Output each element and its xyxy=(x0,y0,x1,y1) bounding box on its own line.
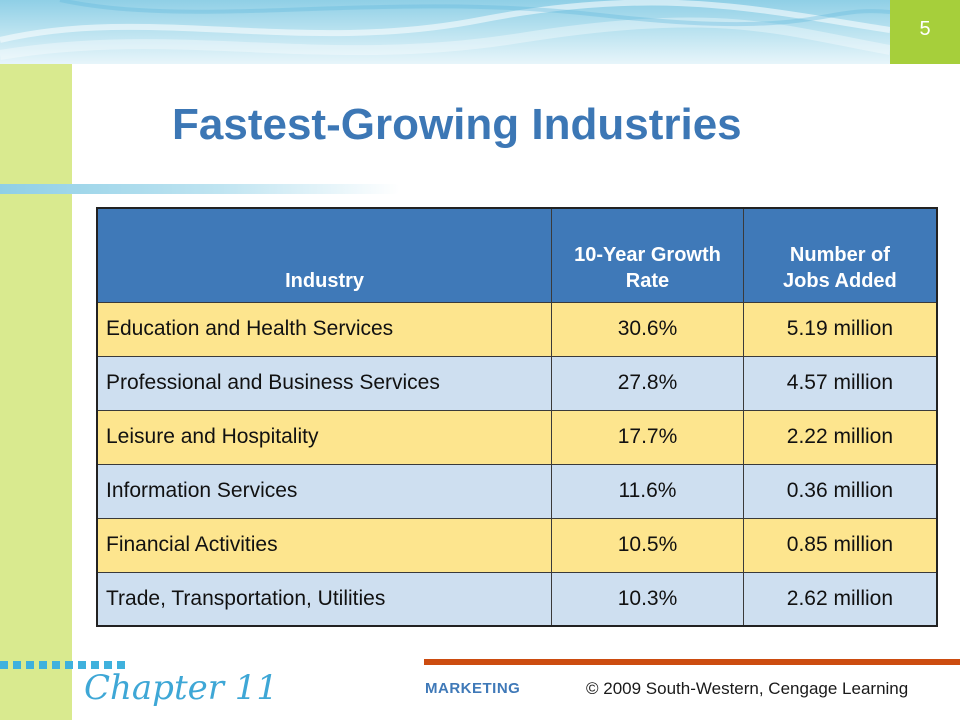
jobs-cell: 5.19 million xyxy=(742,301,938,357)
industries-table: Industry 10-Year Growth Rate Number of J… xyxy=(96,207,938,627)
growth-cell: 30.6% xyxy=(551,301,744,357)
jobs-cell: 0.85 million xyxy=(742,517,938,573)
left-accent-band xyxy=(0,0,72,720)
header-industry: Industry xyxy=(96,207,553,303)
table-row: Leisure and Hospitality 17.7% 2.22 milli… xyxy=(96,409,938,465)
growth-cell: 10.5% xyxy=(551,517,744,573)
slide-number: 5 xyxy=(919,18,931,40)
growth-cell: 27.8% xyxy=(551,355,744,411)
table-row: Professional and Business Services 27.8%… xyxy=(96,355,938,411)
industry-cell: Leisure and Hospitality xyxy=(96,409,553,465)
jobs-cell: 4.57 million xyxy=(742,355,938,411)
slide-number-box xyxy=(890,0,960,64)
copyright-text: © 2009 South-Western, Cengage Learning xyxy=(586,679,909,698)
table-row: Education and Health Services 30.6% 5.19… xyxy=(96,301,938,357)
header-jobs-added: Number of Jobs Added xyxy=(742,207,938,303)
header-growth-rate: 10-Year Growth Rate xyxy=(551,207,744,303)
header-banner xyxy=(0,0,890,64)
industry-cell: Trade, Transportation, Utilities xyxy=(96,571,553,627)
jobs-cell: 2.22 million xyxy=(742,409,938,465)
growth-cell: 17.7% xyxy=(551,409,744,465)
industry-cell: Professional and Business Services xyxy=(96,355,553,411)
growth-cell: 11.6% xyxy=(551,463,744,519)
table-header-row: Industry 10-Year Growth Rate Number of J… xyxy=(96,207,938,303)
industry-cell: Education and Health Services xyxy=(96,301,553,357)
title-underline xyxy=(0,184,400,194)
table-row: Financial Activities 10.5% 0.85 million xyxy=(96,517,938,573)
chapter-label: Chapter 11 xyxy=(84,668,279,708)
decorative-dots xyxy=(0,656,140,669)
slide-title: Fastest-Growing Industries xyxy=(172,100,742,149)
footer-rule xyxy=(424,659,960,665)
header-jobs-added-text: Number of Jobs Added xyxy=(783,243,897,292)
jobs-cell: 2.62 million xyxy=(742,571,938,627)
header-growth-rate-text: 10-Year Growth Rate xyxy=(574,243,721,292)
brand-label: MARKETING xyxy=(425,680,521,697)
industry-cell: Financial Activities xyxy=(96,517,553,573)
table-row: Information Services 11.6% 0.36 million xyxy=(96,463,938,519)
growth-cell: 10.3% xyxy=(551,571,744,627)
jobs-cell: 0.36 million xyxy=(742,463,938,519)
industry-cell: Information Services xyxy=(96,463,553,519)
table-row: Trade, Transportation, Utilities 10.3% 2… xyxy=(96,571,938,627)
